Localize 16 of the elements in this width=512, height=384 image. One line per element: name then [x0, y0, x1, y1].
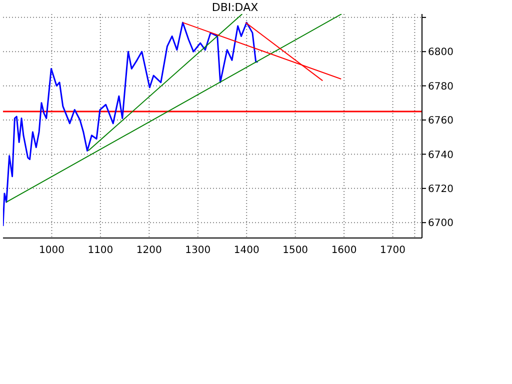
- line-series: [3, 22, 259, 227]
- x-tick-label: 1200: [136, 245, 162, 256]
- y-tick-label: 6800: [428, 47, 454, 58]
- x-tick-label: 1600: [331, 245, 357, 256]
- x-tick-label: 1700: [380, 245, 406, 256]
- y-tick-label: 6760: [428, 116, 454, 127]
- x-tick-label: 1100: [88, 245, 114, 256]
- x-tick-label: 1000: [38, 245, 64, 256]
- x-tick-label: 1300: [185, 245, 211, 256]
- chart-title: DBI:DAX: [210, 1, 260, 14]
- y-tick-label: 6780: [428, 81, 454, 92]
- x-tick-label: 1400: [234, 245, 260, 256]
- y-tick-label: 6720: [428, 184, 454, 195]
- y-tick-label: 6740: [428, 150, 454, 161]
- x-tick-label: 1500: [282, 245, 308, 256]
- y-tick-label: 6700: [428, 218, 454, 230]
